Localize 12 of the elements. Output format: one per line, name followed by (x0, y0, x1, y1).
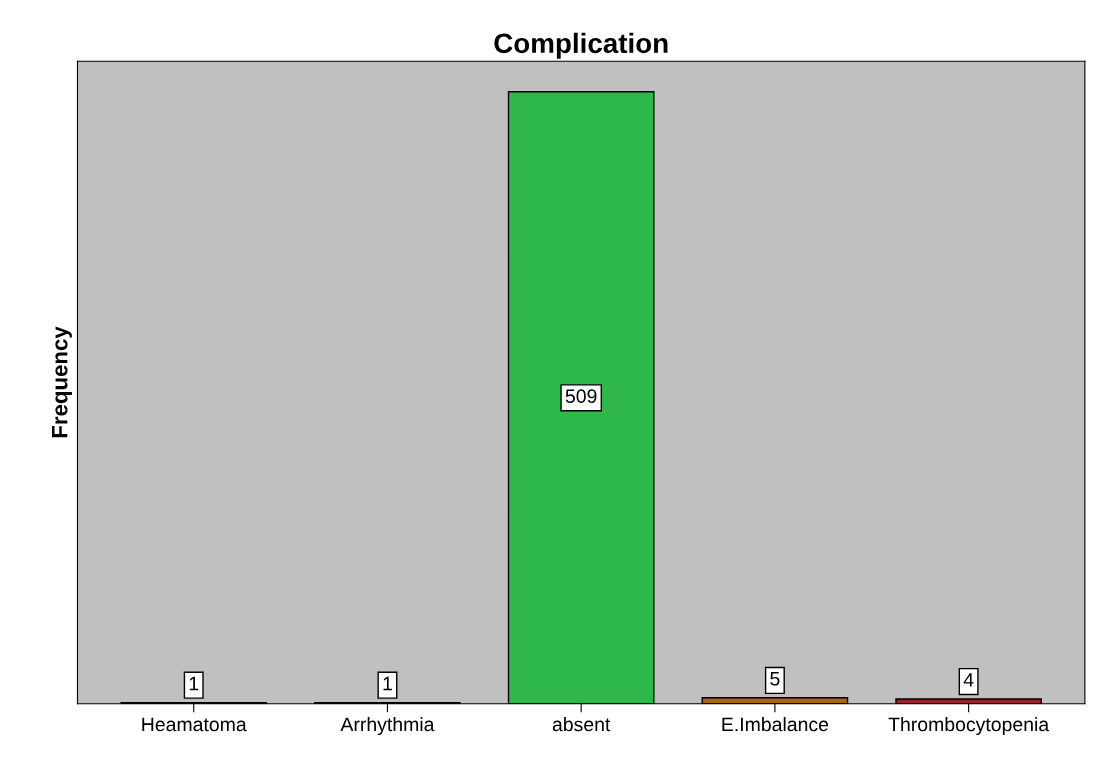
data-label: 1 (383, 676, 392, 691)
x-tick-label: Thrombocytopenia (888, 716, 1050, 736)
y-axis-title: Frequency (52, 326, 72, 438)
x-tick-label: Heamatoma (142, 717, 247, 732)
data-label: 5 (770, 672, 780, 686)
data-label: 1 (189, 676, 199, 691)
x-tick-label: Arrhythmia (340, 716, 435, 736)
data-label: 509 (565, 389, 597, 404)
x-tick-label: absent (552, 716, 611, 732)
chart-title: Complication (494, 32, 668, 59)
data-label: 4 (963, 673, 974, 687)
x-tick-label: E.Imbalance (722, 716, 829, 732)
